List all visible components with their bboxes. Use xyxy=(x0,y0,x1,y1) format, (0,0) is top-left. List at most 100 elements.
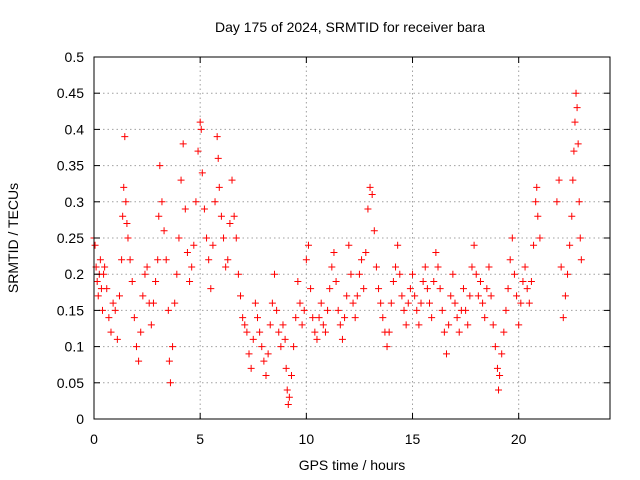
data-point xyxy=(154,256,162,264)
data-point xyxy=(421,263,429,271)
data-point xyxy=(525,299,533,307)
data-point xyxy=(260,357,268,365)
data-point xyxy=(426,299,434,307)
data-point xyxy=(109,299,117,307)
data-point xyxy=(111,306,119,314)
data-point xyxy=(571,118,579,126)
data-point xyxy=(564,270,572,278)
data-point xyxy=(502,306,510,314)
data-point xyxy=(491,343,499,351)
data-point xyxy=(135,357,143,365)
data-point xyxy=(91,241,99,249)
data-point xyxy=(432,248,440,256)
data-point xyxy=(103,285,111,293)
data-point xyxy=(130,314,138,322)
data-point xyxy=(162,256,170,264)
chart-title: Day 175 of 2024, SRMTID for receiver bar… xyxy=(215,19,485,35)
data-point xyxy=(194,147,202,155)
data-point xyxy=(534,212,542,220)
data-point xyxy=(94,292,102,300)
data-point xyxy=(124,234,132,242)
data-point xyxy=(413,306,421,314)
data-point xyxy=(317,299,325,307)
y-tick-label: 0.3 xyxy=(65,194,85,210)
data-point xyxy=(466,292,474,300)
data-point xyxy=(188,263,196,271)
data-point xyxy=(173,270,181,278)
data-point xyxy=(268,299,276,307)
data-point xyxy=(389,277,397,285)
data-point xyxy=(364,205,372,213)
data-point xyxy=(442,350,450,358)
data-point xyxy=(207,285,215,293)
data-point xyxy=(519,277,527,285)
data-point xyxy=(557,263,565,271)
data-point xyxy=(155,212,163,220)
data-point xyxy=(345,241,353,249)
data-point xyxy=(527,277,535,285)
data-point xyxy=(100,270,108,278)
data-point xyxy=(530,241,538,249)
data-point xyxy=(177,176,185,184)
data-point xyxy=(404,299,412,307)
data-point xyxy=(205,256,213,264)
x-tick-label: 0 xyxy=(90,431,98,447)
data-point xyxy=(254,314,262,322)
data-point xyxy=(570,147,578,155)
data-point xyxy=(472,270,480,278)
data-point xyxy=(366,183,374,191)
data-point xyxy=(203,234,211,242)
data-point xyxy=(198,169,206,177)
data-point xyxy=(121,133,129,141)
data-point xyxy=(561,292,569,300)
data-point xyxy=(270,270,278,278)
data-point xyxy=(362,248,370,256)
data-point xyxy=(197,125,205,133)
data-point xyxy=(309,314,317,322)
data-point xyxy=(406,285,414,293)
y-tick-label: 0.1 xyxy=(65,339,85,355)
data-point xyxy=(101,263,109,271)
data-point xyxy=(351,314,359,322)
data-point xyxy=(515,321,523,329)
data-point xyxy=(476,277,484,285)
data-point xyxy=(343,292,351,300)
data-point xyxy=(379,314,387,322)
data-point xyxy=(462,306,470,314)
data-point xyxy=(368,191,376,199)
data-point xyxy=(241,321,249,329)
data-point xyxy=(247,364,255,372)
data-point xyxy=(417,299,425,307)
data-point xyxy=(319,321,327,329)
data-point xyxy=(500,328,508,336)
data-point xyxy=(370,227,378,235)
data-point xyxy=(440,328,448,336)
data-point xyxy=(214,154,222,162)
data-point xyxy=(313,335,321,343)
data-point xyxy=(281,335,289,343)
data-point xyxy=(215,183,223,191)
y-tick-label: 0.15 xyxy=(57,302,84,318)
data-point xyxy=(449,270,457,278)
data-point xyxy=(282,364,290,372)
data-point xyxy=(243,328,251,336)
data-point xyxy=(453,314,461,322)
data-point xyxy=(284,401,292,409)
data-point xyxy=(372,263,380,271)
data-point xyxy=(239,314,247,322)
data-point xyxy=(455,328,463,336)
data-point xyxy=(224,256,232,264)
data-point xyxy=(181,205,189,213)
data-point xyxy=(230,212,238,220)
data-point xyxy=(298,321,306,329)
data-point xyxy=(336,321,344,329)
y-tick-label: 0.4 xyxy=(65,121,85,137)
data-point xyxy=(307,285,315,293)
data-point xyxy=(575,198,583,206)
data-point xyxy=(156,162,164,170)
y-tick-label: 0.05 xyxy=(57,375,84,391)
data-point xyxy=(137,328,145,336)
data-point xyxy=(328,263,336,271)
data-point xyxy=(132,343,140,351)
data-point xyxy=(358,256,366,264)
